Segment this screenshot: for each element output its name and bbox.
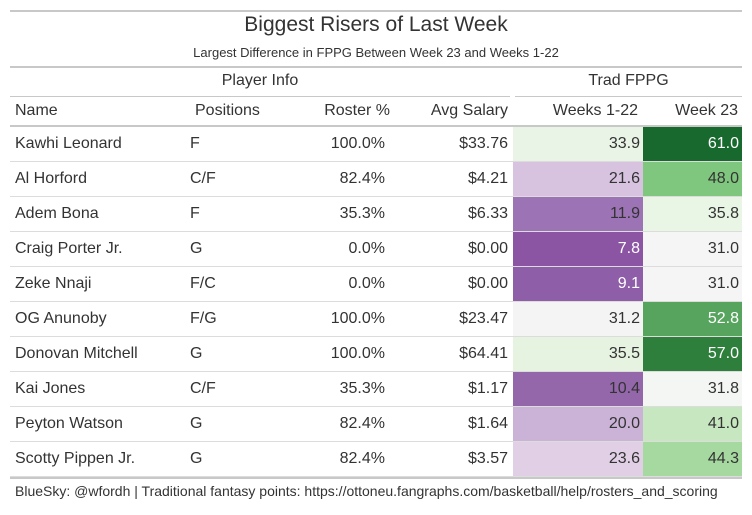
weeks-1-22-fppg-cell: 7.8: [513, 231, 643, 267]
positions-cell: C/F: [190, 161, 280, 197]
roster-percent-cell: 0.0%: [280, 266, 390, 302]
weeks-1-22-fppg-cell: 20.0: [513, 406, 643, 442]
roster-percent-cell: 100.0%: [280, 127, 390, 162]
roster-percent-cell: 100.0%: [280, 301, 390, 337]
roster-percent-cell: 100.0%: [280, 336, 390, 372]
weeks-1-22-fppg-cell: 10.4: [513, 371, 643, 407]
player-name-cell: OG Anunoby: [10, 301, 190, 337]
avg-salary-cell: $6.33: [390, 196, 513, 232]
table-row: Adem Bona F 35.3% $6.33 11.9 35.8: [10, 196, 742, 232]
positions-cell: F: [190, 196, 280, 232]
week-23-fppg-cell: 48.0: [643, 161, 742, 197]
table-row: Scotty Pippen Jr. G 82.4% $3.57 23.6 44.3: [10, 441, 742, 477]
avg-salary-cell: $0.00: [390, 266, 513, 302]
player-name-cell: Kai Jones: [10, 371, 190, 407]
player-name-cell: Adem Bona: [10, 196, 190, 232]
positions-cell: G: [190, 441, 280, 477]
player-name-cell: Al Horford: [10, 161, 190, 197]
group-rule-player-info: [10, 96, 510, 97]
column-header-week-23: Week 23: [675, 102, 738, 119]
week-23-fppg-cell: 31.0: [643, 266, 742, 302]
player-name-cell: Zeke Nnaji: [10, 266, 190, 302]
avg-salary-cell: $4.21: [390, 161, 513, 197]
column-header-salary: Avg Salary: [430, 102, 508, 119]
week-23-fppg-cell: 57.0: [643, 336, 742, 372]
player-name-cell: Kawhi Leonard: [10, 127, 190, 162]
week-23-fppg-cell: 61.0: [643, 127, 742, 162]
positions-cell: G: [190, 231, 280, 267]
roster-percent-cell: 82.4%: [280, 406, 390, 442]
column-header-name: Name: [15, 102, 58, 119]
positions-cell: F/C: [190, 266, 280, 302]
player-name-cell: Donovan Mitchell: [10, 336, 190, 372]
avg-salary-cell: $3.57: [390, 441, 513, 477]
page-title: Biggest Risers of Last Week: [244, 13, 508, 36]
weeks-1-22-fppg-cell: 21.6: [513, 161, 643, 197]
weeks-1-22-fppg-cell: 9.1: [513, 266, 643, 302]
roster-percent-cell: 82.4%: [280, 441, 390, 477]
column-header-roster: Roster %: [324, 102, 390, 119]
avg-salary-cell: $64.41: [390, 336, 513, 372]
avg-salary-cell: $0.00: [390, 231, 513, 267]
player-name-cell: Peyton Watson: [10, 406, 190, 442]
title-rule: [10, 66, 742, 68]
weeks-1-22-fppg-cell: 23.6: [513, 441, 643, 477]
player-name-cell: Craig Porter Jr.: [10, 231, 190, 267]
avg-salary-cell: $33.76: [390, 127, 513, 162]
top-rule: [10, 10, 742, 12]
group-header-player-info: Player Info: [221, 72, 299, 89]
player-name-cell: Scotty Pippen Jr.: [10, 441, 190, 477]
table-row: Donovan Mitchell G 100.0% $64.41 35.5 57.0: [10, 336, 742, 372]
column-header-positions: Positions: [195, 102, 260, 119]
avg-salary-cell: $23.47: [390, 301, 513, 337]
positions-cell: G: [190, 406, 280, 442]
roster-percent-cell: 82.4%: [280, 161, 390, 197]
week-23-fppg-cell: 41.0: [643, 406, 742, 442]
week-23-fppg-cell: 31.8: [643, 371, 742, 407]
positions-cell: G: [190, 336, 280, 372]
roster-percent-cell: 35.3%: [280, 371, 390, 407]
avg-salary-cell: $1.17: [390, 371, 513, 407]
bottom-rule: [10, 477, 742, 479]
table-row: Craig Porter Jr. G 0.0% $0.00 7.8 31.0: [10, 231, 742, 267]
table-row: Zeke Nnaji F/C 0.0% $0.00 9.1 31.0: [10, 266, 742, 302]
week-23-fppg-cell: 31.0: [643, 231, 742, 267]
group-rule-trad-fppg: [515, 96, 742, 97]
roster-percent-cell: 35.3%: [280, 196, 390, 232]
table-row: OG Anunoby F/G 100.0% $23.47 31.2 52.8: [10, 301, 742, 337]
column-header-weeks-1-22: Weeks 1-22: [552, 102, 638, 119]
week-23-fppg-cell: 52.8: [643, 301, 742, 337]
table-row: Kai Jones C/F 35.3% $1.17 10.4 31.8: [10, 371, 742, 407]
players-table: Kawhi Leonard F 100.0% $33.76 33.9 61.0 Al Hor…: [10, 127, 742, 477]
positions-cell: F: [190, 127, 280, 162]
group-header-trad-fppg: Trad FPPG: [588, 72, 669, 89]
avg-salary-cell: $1.64: [390, 406, 513, 442]
positions-cell: C/F: [190, 371, 280, 407]
roster-percent-cell: 0.0%: [280, 231, 390, 267]
footer-note: BlueSky: @wfordh | Traditional fantasy p…: [15, 483, 718, 499]
weeks-1-22-fppg-cell: 35.5: [513, 336, 643, 372]
table-row: Al Horford C/F 82.4% $4.21 21.6 48.0: [10, 161, 742, 197]
weeks-1-22-fppg-cell: 11.9: [513, 196, 643, 232]
page-subtitle: Largest Difference in FPPG Between Week …: [193, 45, 559, 60]
weeks-1-22-fppg-cell: 31.2: [513, 301, 643, 337]
table-row: Peyton Watson G 82.4% $1.64 20.0 41.0: [10, 406, 742, 442]
header-rule: [10, 125, 742, 127]
weeks-1-22-fppg-cell: 33.9: [513, 127, 643, 162]
positions-cell: F/G: [190, 301, 280, 337]
week-23-fppg-cell: 35.8: [643, 196, 742, 232]
table-row: Kawhi Leonard F 100.0% $33.76 33.9 61.0: [10, 127, 742, 162]
week-23-fppg-cell: 44.3: [643, 441, 742, 477]
